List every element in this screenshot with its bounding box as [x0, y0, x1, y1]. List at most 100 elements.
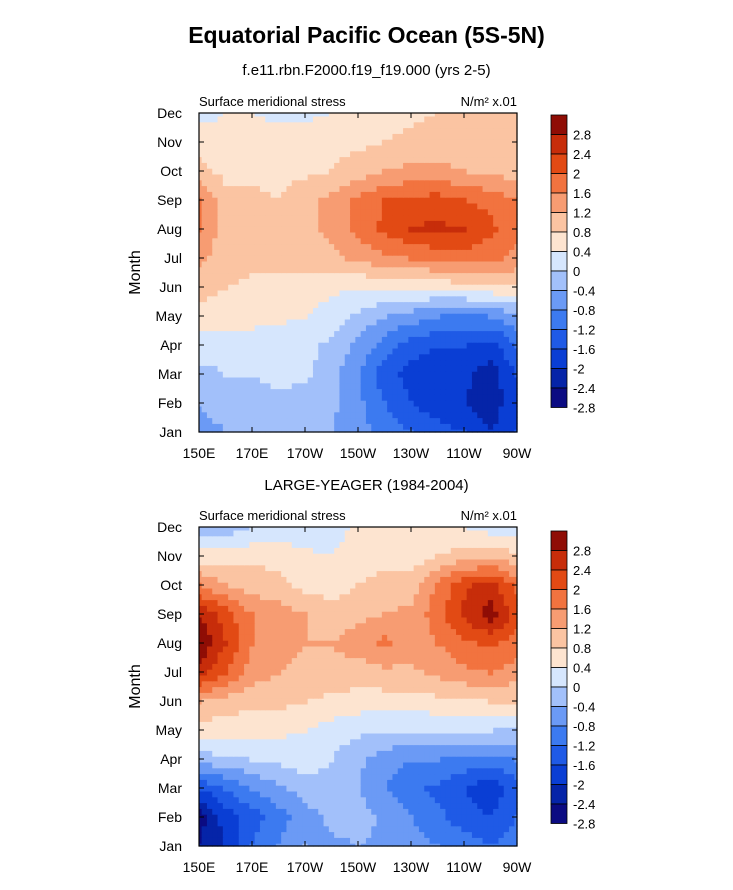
heatmap-cell: [514, 750, 518, 757]
heatmap-cell: [397, 342, 404, 349]
heatmap-cell: [249, 785, 256, 792]
heatmap-cell: [434, 249, 441, 256]
heatmap-cell: [387, 394, 394, 401]
heatmap-cell: [275, 318, 282, 326]
heatmap-cell: [392, 278, 399, 285]
heatmap-cell: [509, 819, 515, 827]
heatmap-cell: [238, 843, 245, 847]
heatmap-cell: [350, 394, 356, 401]
heatmap-cell: [413, 353, 420, 361]
heatmap-cell: [312, 371, 319, 378]
heatmap-cell: [350, 785, 356, 792]
heatmap-cell: [228, 289, 235, 297]
heatmap-cell: [360, 365, 367, 372]
heatmap-cell: [217, 231, 224, 239]
heatmap-cell: [270, 400, 277, 407]
heatmap-cell: [217, 808, 224, 815]
heatmap-cell: [328, 133, 335, 140]
heatmap-cell: [259, 226, 266, 233]
heatmap-cell: [477, 324, 484, 332]
heatmap-cell: [376, 156, 383, 163]
heatmap-cell: [302, 802, 309, 809]
heatmap-cell: [376, 359, 383, 366]
heatmap-cell: [424, 750, 431, 757]
heatmap-cell: [456, 243, 462, 250]
heatmap-cell: [254, 202, 261, 210]
heatmap-cell: [302, 727, 309, 734]
heatmap-cell: [466, 243, 473, 250]
heatmap-cell: [445, 825, 452, 833]
heatmap-cell: [297, 255, 303, 262]
heatmap-cell: [392, 197, 399, 204]
heatmap-cell: [487, 139, 494, 146]
heatmap-cell: [387, 255, 394, 262]
heatmap-cell: [275, 133, 282, 140]
heatmap-cell: [307, 220, 314, 227]
colorbar-box: [550, 192, 568, 213]
heatmap-cell: [270, 220, 277, 227]
heatmap-cell: [291, 173, 298, 181]
heatmap-cell: [201, 226, 208, 233]
heatmap-cell: [392, 767, 399, 775]
heatmap-cell: [323, 231, 330, 239]
heatmap-cell: [387, 214, 394, 221]
heatmap-cell: [456, 272, 462, 279]
heatmap-cell: [318, 289, 325, 297]
heatmap-cell: [244, 307, 250, 314]
heatmap-cell: [471, 150, 478, 158]
heatmap-cell: [493, 721, 500, 728]
heatmap-cell: [461, 423, 468, 430]
heatmap-cell: [429, 721, 436, 728]
heatmap-cell: [228, 825, 235, 833]
heatmap-cell: [281, 139, 288, 146]
heatmap-cell: [307, 750, 314, 757]
heatmap-cell: [477, 744, 484, 751]
heatmap-cell: [434, 113, 441, 117]
heatmap-cell: [440, 382, 447, 390]
heatmap-cell: [217, 318, 224, 326]
heatmap-cell: [318, 255, 325, 262]
heatmap-cell: [270, 371, 277, 378]
heatmap-cell: [254, 359, 261, 366]
heatmap-cell: [477, 347, 484, 355]
heatmap-cell: [201, 127, 208, 134]
heatmap-cell: [344, 185, 351, 192]
heatmap-cell: [233, 243, 240, 250]
heatmap-cell: [477, 342, 484, 349]
heatmap-cell: [339, 243, 346, 250]
heatmap-cell: [212, 721, 219, 728]
heatmap-cell: [259, 429, 266, 433]
heatmap-cell: [360, 220, 367, 227]
heatmap-cell: [201, 843, 208, 847]
heatmap-cell: [312, 179, 319, 187]
heatmap-cell: [392, 284, 399, 291]
heatmap-cell: [487, 226, 494, 233]
heatmap-cell: [318, 802, 325, 809]
heatmap-cell: [424, 732, 431, 740]
heatmap-cell: [312, 156, 319, 163]
heatmap-cell: [461, 785, 468, 792]
heatmap-cell: [222, 330, 229, 337]
heatmap-cell: [217, 819, 224, 827]
heatmap-cell: [238, 255, 245, 262]
heatmap-cell: [461, 324, 468, 332]
heatmap-cell: [355, 773, 362, 780]
heatmap-cell: [228, 790, 235, 798]
heatmap-cell: [244, 429, 250, 433]
heatmap-cell: [440, 220, 447, 227]
heatmap-cell: [498, 243, 505, 250]
heatmap-cell: [408, 260, 415, 268]
heatmap-cell: [429, 179, 436, 187]
heatmap-cell: [286, 139, 293, 146]
heatmap-cell: [328, 115, 335, 123]
heatmap-cell: [365, 756, 372, 763]
heatmap-cell: [493, 284, 500, 291]
heatmap-cell: [270, 761, 277, 769]
heatmap-cell: [350, 756, 356, 763]
heatmap-cell: [334, 278, 341, 285]
heatmap-cell: [477, 168, 484, 175]
heatmap-cell: [471, 376, 478, 384]
heatmap-cell: [371, 790, 378, 798]
heatmap-cell: [471, 179, 478, 187]
heatmap-cell: [365, 837, 372, 844]
